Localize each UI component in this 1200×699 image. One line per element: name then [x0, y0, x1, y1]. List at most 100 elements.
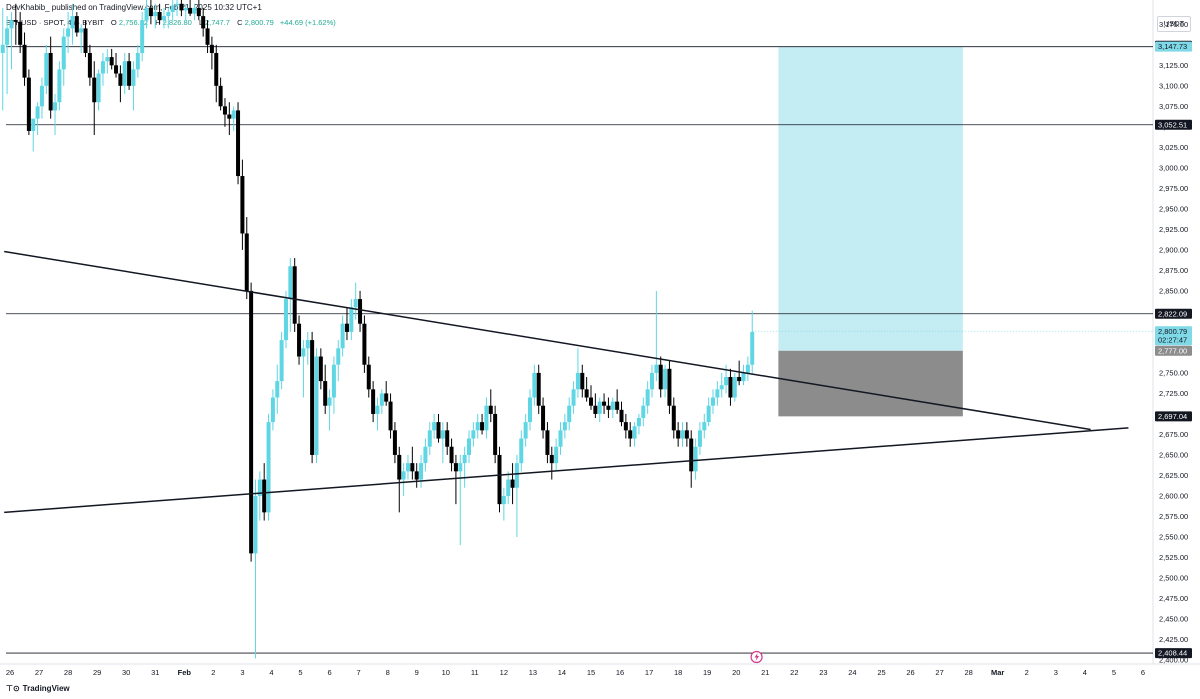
trendline-upper-resistance[interactable] [4, 250, 1091, 431]
candle-body [536, 372, 541, 406]
y-tick-label: 2,450.00 [1159, 614, 1188, 623]
candle-body [671, 405, 676, 431]
candle-body [314, 356, 319, 455]
x-tick-label: 11 [471, 668, 479, 677]
candle-body [214, 53, 219, 86]
candle-body [266, 422, 271, 513]
y-tick-label: 2,900.00 [1159, 245, 1188, 254]
candle-body [519, 438, 524, 464]
y-tick-label: 2,875.00 [1159, 266, 1188, 275]
x-tick-label: 6 [327, 668, 331, 677]
price-label-box [1155, 119, 1192, 130]
x-tick-label: 22 [790, 668, 798, 677]
candle-body [458, 463, 463, 472]
y-tick-label: 2,675.00 [1159, 430, 1188, 439]
x-tick-label: 26 [906, 668, 914, 677]
x-tick-label: 9 [415, 668, 419, 677]
candle-body [353, 299, 358, 308]
candle-body [13, 20, 18, 22]
y-tick-label: 3,175.00 [1159, 20, 1188, 29]
low-label: L [198, 18, 203, 27]
y-tick-label: 2,950.00 [1159, 204, 1188, 213]
candle-body [87, 53, 92, 78]
candle-body [549, 454, 554, 464]
x-tick-label: 30 [122, 668, 130, 677]
price-label: 2,408.44 [1158, 649, 1187, 658]
candle-body [375, 405, 380, 414]
candle-body [227, 114, 232, 119]
candle-body [188, 7, 193, 14]
trendline-lower-support[interactable] [4, 427, 1129, 514]
candle-body [562, 422, 567, 431]
candle-body [336, 348, 341, 365]
candle-body [70, 16, 75, 29]
close-value: 2,800.79 [244, 18, 274, 27]
candle-body [480, 422, 485, 431]
x-tick-label: 12 [500, 668, 508, 677]
candle-body [236, 110, 241, 177]
candle-body [109, 57, 114, 66]
y-tick-label: 3,125.00 [1159, 61, 1188, 70]
candle-body [453, 463, 458, 472]
change-value: +44.69 (+1.62%) [279, 18, 336, 27]
candle-body [632, 426, 637, 439]
candle-body [676, 430, 681, 439]
candle-body [501, 495, 506, 505]
candle-body [419, 463, 424, 480]
high-label: H [155, 18, 161, 27]
candle-body [427, 430, 432, 447]
y-tick-label: 2,400.00 [1159, 656, 1188, 665]
candle-body [719, 385, 724, 390]
candle-body [471, 430, 476, 439]
y-tick-label: 2,525.00 [1159, 553, 1188, 562]
candle-body [440, 430, 445, 439]
candle-body [31, 118, 36, 131]
candle-body [689, 438, 694, 472]
candle-body [667, 368, 672, 406]
currency-selector[interactable]: USDT [1157, 16, 1191, 32]
x-tick-label: 25 [877, 668, 885, 677]
footer: ⊤⊙ TradingView [6, 684, 70, 693]
candle-body [532, 372, 537, 398]
y-tick-label: 2,500.00 [1159, 573, 1188, 582]
candle-body [567, 405, 572, 423]
candle-body [349, 307, 354, 332]
candle-body [127, 61, 132, 86]
x-tick-label: 27 [35, 668, 43, 677]
candle-body [397, 454, 402, 480]
candle-body [737, 377, 742, 382]
symbol-name[interactable]: ETHUSD · SPOT, 4h · BYBIT [6, 18, 104, 27]
price-label: 2,822.09 [1158, 309, 1187, 318]
candle-body [288, 266, 293, 300]
y-tick-label: 2,625.00 [1159, 471, 1188, 480]
price-label: 2,697.04 [1158, 412, 1187, 421]
x-tick-label: 19 [703, 668, 711, 677]
candle-body [366, 364, 371, 390]
candle-body [493, 413, 498, 455]
candle-body [331, 364, 336, 398]
x-tick-label: 3 [240, 668, 244, 677]
price-label-box [1155, 41, 1192, 52]
candle-body [615, 401, 620, 410]
candle-body [392, 430, 397, 455]
tradingview-logo-icon: ⊤⊙ [6, 684, 20, 693]
y-tick-label: 2,975.00 [1159, 184, 1188, 193]
price-label-box [1155, 411, 1192, 422]
x-tick-label: 8 [386, 668, 390, 677]
candle-body [161, 16, 166, 21]
candle-body [140, 20, 145, 54]
y-tick-label: 2,425.00 [1159, 635, 1188, 644]
x-tick-label: 27 [935, 668, 943, 677]
price-label: 3,052.51 [1158, 120, 1187, 129]
candle-body [48, 53, 53, 111]
x-tick-label: Mar [991, 668, 1004, 677]
position-target-zone[interactable] [778, 46, 963, 351]
candle-body [218, 85, 223, 107]
candle-body [575, 372, 580, 390]
candle-body [571, 389, 576, 406]
candle-body [297, 323, 302, 357]
x-tick-label: 5 [1112, 668, 1116, 677]
candle-body [57, 69, 62, 103]
candle-body [9, 20, 14, 29]
